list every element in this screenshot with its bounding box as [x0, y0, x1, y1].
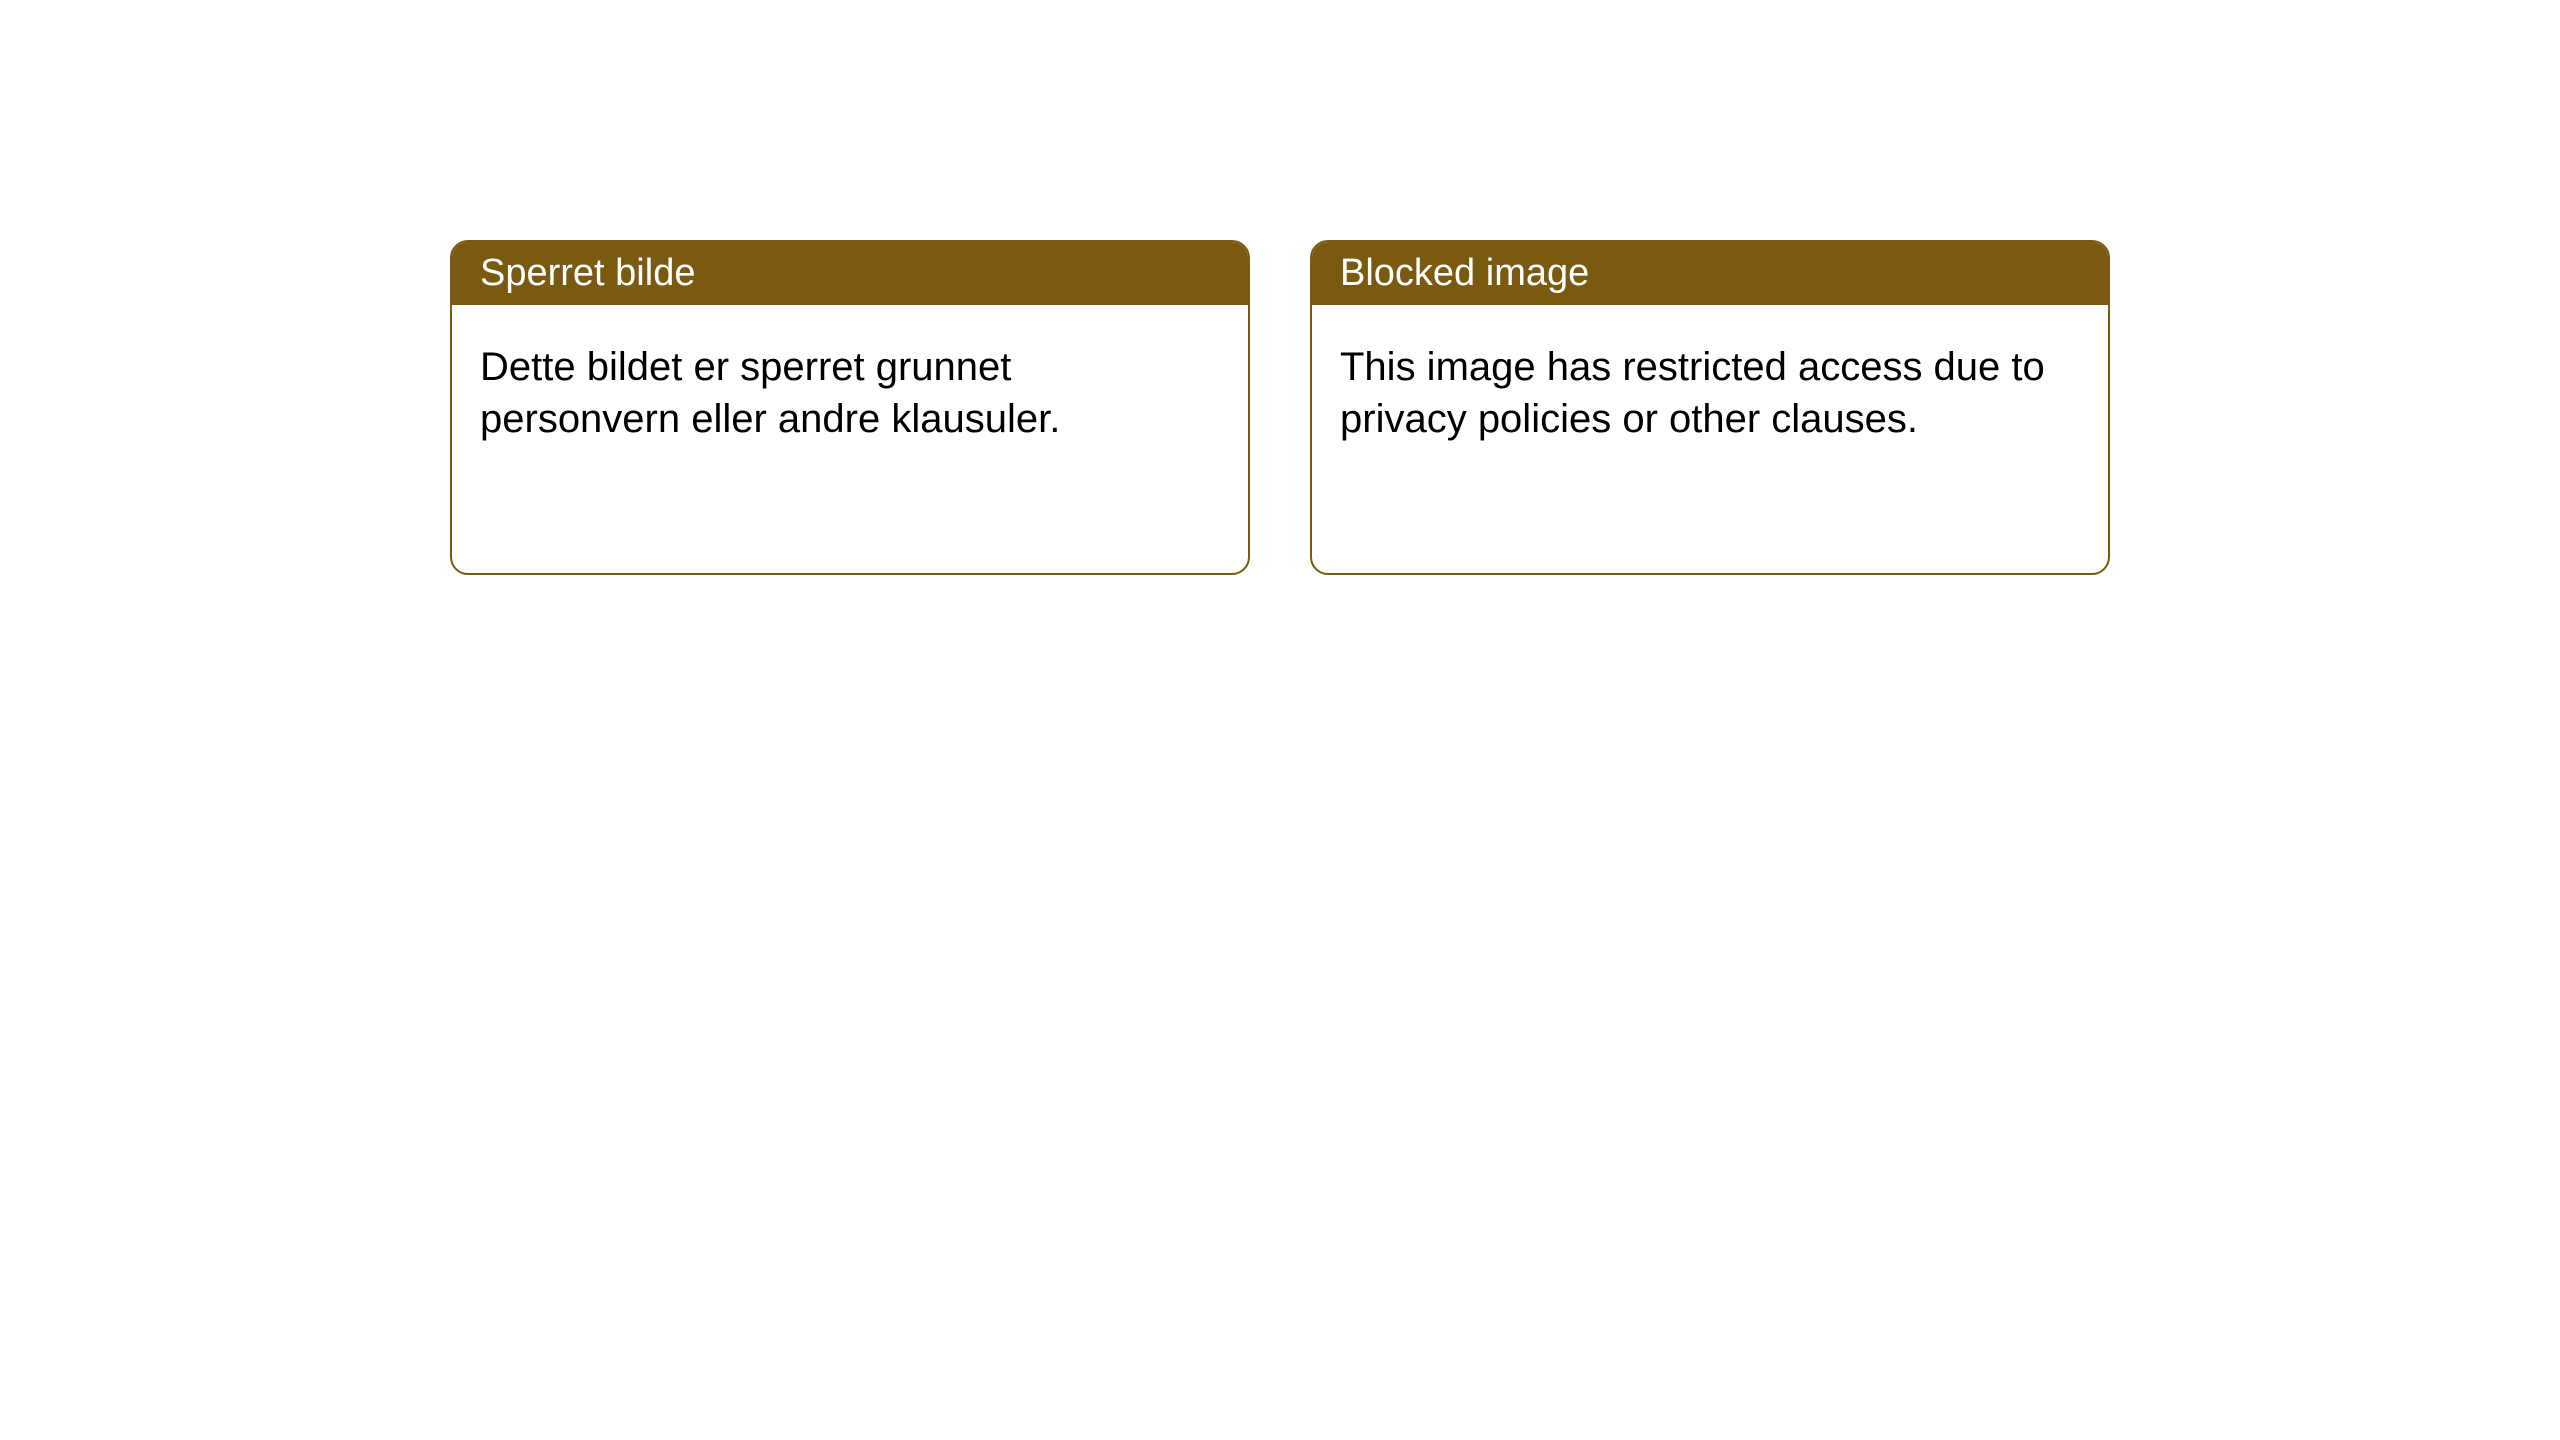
notice-card-english: Blocked image This image has restricted … — [1310, 240, 2110, 575]
notice-body-english: This image has restricted access due to … — [1312, 305, 2108, 481]
notice-card-norwegian: Sperret bilde Dette bildet er sperret gr… — [450, 240, 1250, 575]
notice-header-norwegian: Sperret bilde — [452, 242, 1248, 305]
notice-body-norwegian: Dette bildet er sperret grunnet personve… — [452, 305, 1248, 481]
notice-container: Sperret bilde Dette bildet er sperret gr… — [450, 240, 2110, 575]
notice-header-english: Blocked image — [1312, 242, 2108, 305]
